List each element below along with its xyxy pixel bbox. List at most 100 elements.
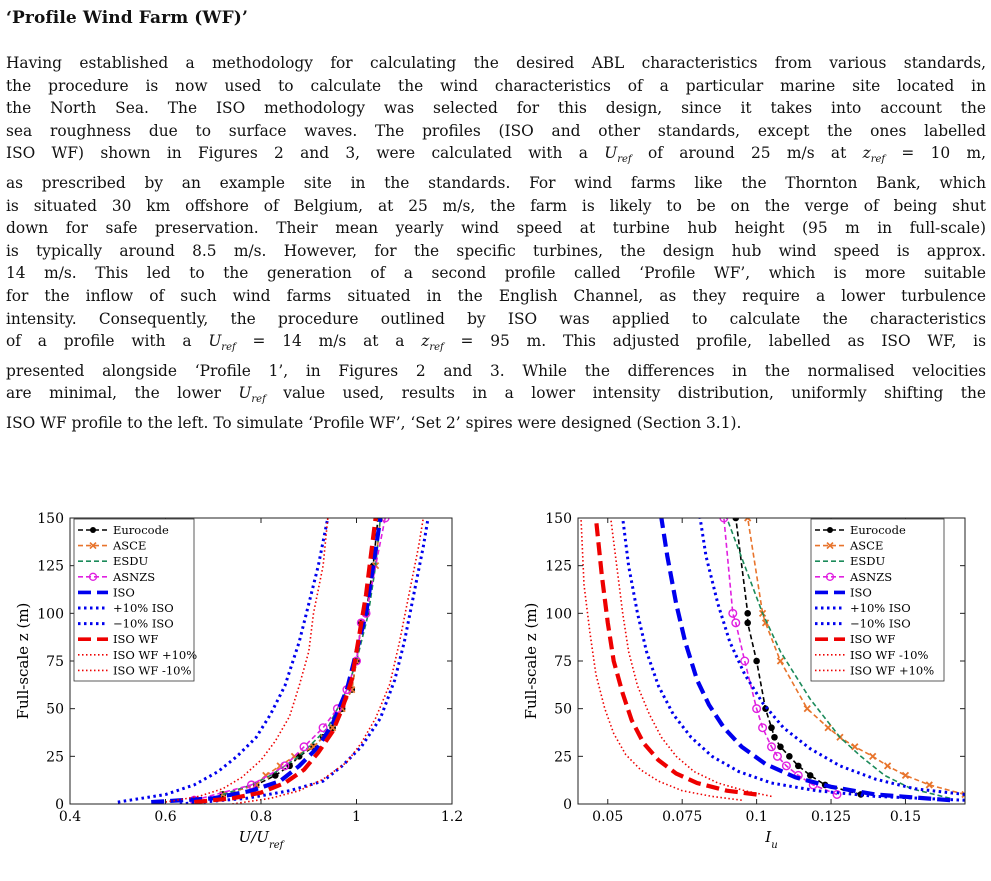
- plot-area: [580, 518, 965, 803]
- chart-velocity-profile: 0.4 0.6 0.8 1 1.2 0 25 50 75 100 125 150 U/Uref Full-…: [14, 511, 463, 851]
- data-point: [318, 723, 328, 733]
- legend-label: −10% ISO: [113, 617, 174, 631]
- series-line: [659, 518, 951, 803]
- series-line: [222, 518, 382, 796]
- data-point: [744, 518, 752, 522]
- y-tick-label: 100: [37, 606, 64, 622]
- paragraph-line: as prescribed by an example site in the …: [6, 174, 986, 193]
- data-point: [767, 742, 777, 752]
- data-point: [744, 610, 751, 617]
- y-tick-label: 25: [554, 749, 572, 765]
- paragraph-line: intensity. Consequently, the procedure o…: [6, 309, 986, 328]
- x-tick-label: 0.6: [154, 809, 176, 825]
- data-point: [752, 704, 762, 714]
- series-line: [179, 518, 430, 804]
- data-point: [758, 723, 768, 733]
- legend-label: ISO: [113, 585, 135, 599]
- data-point: [728, 608, 738, 618]
- legend-label: ISO WF -10%: [113, 663, 191, 677]
- figures-row: 0.4 0.6 0.8 1 1.2 0 25 50 75 100 125 150 U/Uref Full-…: [0, 500, 991, 881]
- y-tick-label: 75: [46, 654, 64, 670]
- paragraph-line: ISO WF) shown in Figures 2 and 3, were c…: [6, 144, 986, 166]
- paragraph-line: the North Sea. The ISO methodology was s…: [6, 99, 986, 118]
- series-line: [193, 518, 386, 801]
- y-tick-label: 125: [545, 559, 572, 575]
- y-tick-label: 150: [37, 511, 64, 527]
- paragraph-line: of a profile with a Uref = 14 m/s at a z…: [6, 332, 986, 354]
- paragraph-line: is typically around 8.5 m/s. However, fo…: [6, 241, 986, 260]
- legend-label: ESDU: [850, 554, 885, 568]
- paragraph-line: the procedure is now used to calculate t…: [6, 76, 986, 95]
- data-point: [732, 518, 740, 522]
- paragraph-line: ISO WF profile to the left. To simulate …: [6, 414, 742, 433]
- data-point: [761, 619, 770, 627]
- body-paragraph: Having established a methodology for cal…: [6, 52, 986, 435]
- paragraph-line: Having established a methodology for cal…: [6, 54, 986, 72]
- data-point: [328, 724, 337, 732]
- series-line: [151, 518, 383, 804]
- y-tick-label: 25: [46, 749, 64, 765]
- y-tick-label: 0: [563, 797, 572, 813]
- data-point: [744, 619, 751, 627]
- paragraph-line: presented alongside ‘Profile 1’, in Figu…: [6, 361, 986, 380]
- data-point: [280, 761, 290, 771]
- x-tick-label: 0.4: [59, 809, 81, 825]
- data-point: [771, 733, 778, 741]
- data-point: [786, 753, 793, 760]
- data-point: [772, 751, 782, 761]
- data-point: [961, 790, 965, 799]
- data-point: [380, 518, 390, 523]
- data-point: [851, 743, 859, 751]
- legend-marker: [89, 542, 97, 550]
- data-point: [901, 771, 910, 780]
- paragraph-line: down for safe preservation. Their mean y…: [6, 219, 986, 238]
- legend-label: ISO WF: [850, 632, 895, 646]
- legend-label: ISO WF -10%: [850, 648, 928, 662]
- series-line: [593, 518, 757, 797]
- data-point: [803, 705, 811, 713]
- legend-marker: [88, 572, 98, 581]
- y-tick-label: 75: [554, 654, 572, 670]
- data-point: [272, 772, 279, 779]
- legend-label: ISO: [850, 585, 872, 599]
- data-point: [719, 518, 729, 523]
- data-point: [768, 724, 775, 732]
- x-tick-label: 0.1: [745, 809, 767, 825]
- paragraph-line: for the inflow of such wind farms situat…: [6, 287, 986, 306]
- x-tick-label: 0.05: [592, 809, 623, 825]
- x-tick-label: 0.075: [662, 809, 702, 825]
- x-tick-label: 1.2: [441, 809, 463, 825]
- data-point: [824, 724, 832, 732]
- data-point: [299, 742, 309, 752]
- x-tick-label: 0.8: [250, 809, 272, 825]
- x-tick-label: 0.125: [811, 809, 851, 825]
- y-axis-label: Full-scale z (m): [522, 603, 540, 720]
- x-axis-label: U/Uref: [239, 828, 286, 851]
- y-tick-label: 0: [55, 797, 64, 813]
- data-point: [776, 657, 785, 665]
- series-line: [621, 518, 965, 802]
- data-point: [740, 656, 750, 666]
- legend-label: ASNZS: [112, 570, 155, 584]
- legend-label: ISO WF +10%: [113, 648, 197, 662]
- data-point: [832, 789, 842, 799]
- legend-label: ASCE: [112, 539, 146, 553]
- data-point: [753, 657, 760, 665]
- series-line: [726, 518, 951, 800]
- data-point: [806, 772, 814, 779]
- y-tick-label: 100: [545, 606, 572, 622]
- series-line: [165, 518, 329, 803]
- paragraph-line: is situated 30 km offshore of Belgium, a…: [6, 196, 986, 215]
- x-tick-label: 1: [352, 809, 361, 825]
- series-line: [117, 518, 330, 804]
- data-point: [731, 618, 741, 628]
- y-tick-label: 50: [46, 702, 64, 718]
- data-point: [332, 704, 342, 714]
- legend-marker: [90, 527, 96, 533]
- data-point: [794, 762, 802, 770]
- x-axis-label: Iu: [764, 828, 777, 851]
- x-tick-label: 0.15: [890, 809, 921, 825]
- legend-label: ASNZS: [849, 570, 892, 584]
